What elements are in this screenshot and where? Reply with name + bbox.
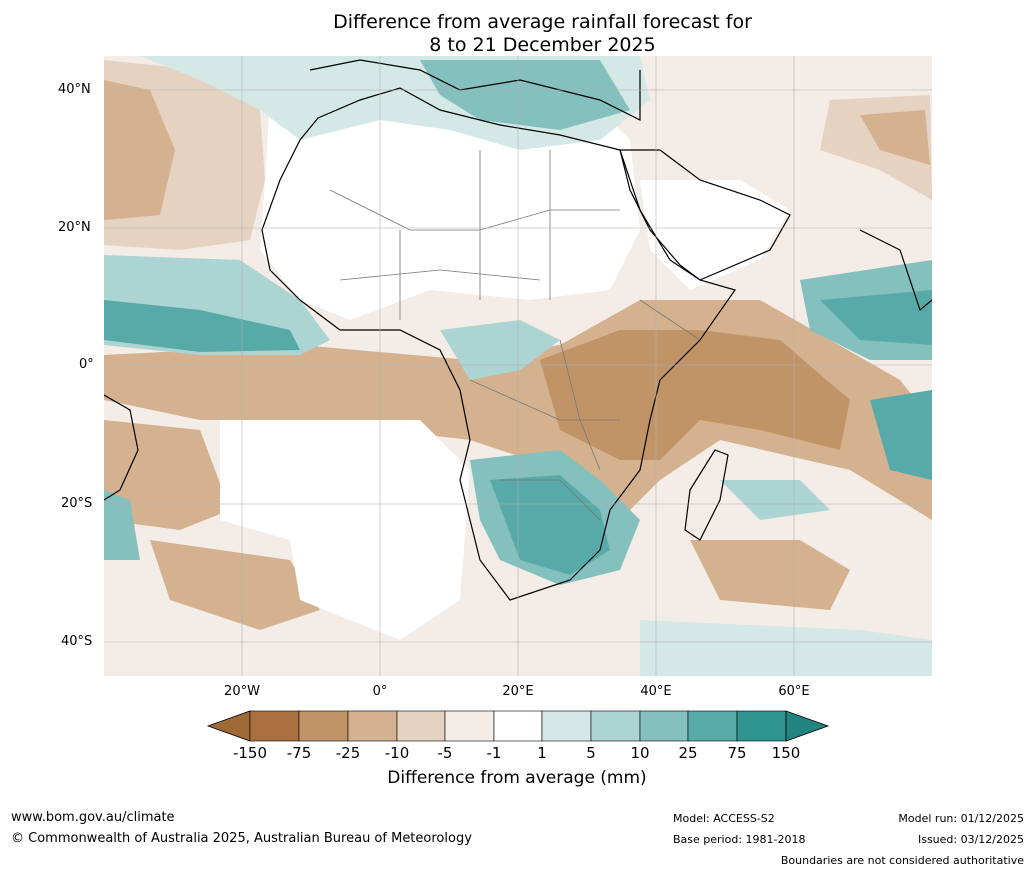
graticule [104,56,932,676]
colorbar-tick: 1 [537,744,547,762]
africa-coastline [261,87,736,601]
colorbar-tick: 5 [586,744,596,762]
india-coastline [859,229,932,312]
lat-label-40s: 40°S [61,634,93,649]
lon-label-40e: 40°E [640,684,672,699]
colorbar-tick: 150 [771,744,801,762]
country-boundaries [329,150,701,521]
wet-region-madagascar-channel [720,480,830,520]
wet-region-mediterranean-core [420,60,630,130]
footer-model: Model: ACCESS-S2 [673,812,775,825]
colorbar-tick: -1 [486,744,502,762]
colorbar-tick: -25 [335,744,361,762]
europe-coastline [309,59,641,121]
lat-label-20n: 20°N [58,220,91,235]
arabia-coastline [619,149,791,281]
wet-region-north-indian-core [820,290,932,345]
colorbar-title: Difference from average (mm) [387,768,647,788]
colorbar-bin-11 [736,710,787,742]
neutral-region-south-atlantic [220,420,470,640]
lat-label-0: 0° [79,357,94,372]
madagascar-coastline [684,449,729,541]
colorbar-tick: -5 [437,744,453,762]
lon-label-60e: 60°E [778,684,810,699]
colorbar-low-arrow [206,710,251,742]
colorbar [206,710,830,742]
colorbar-tick: 75 [727,744,747,762]
lon-label-20e: 20°E [502,684,534,699]
lat-label-40n: 40°N [58,82,91,97]
colorbar-bin-2 [298,710,349,742]
colorbar-tick: -150 [232,744,268,762]
dry-region-south-atlantic-2 [150,540,320,630]
wet-region-west-africa-core [104,300,300,352]
wet-region-south-indian-ocean [870,390,932,480]
colorbar-tick: 10 [630,744,650,762]
map-title-line1: Difference from average rainfall forecas… [333,11,752,33]
footer-base-period: Base period: 1981-2018 [673,833,806,846]
lon-label-0: 0° [372,684,388,699]
colorbar-high-arrow [785,710,830,742]
south-america-coastline [104,394,139,501]
dry-band-equatorial-core [540,330,850,460]
dry-region-south-atlantic [104,420,230,530]
colorbar-bin-7 [541,710,592,742]
colorbar-bin-10 [687,710,738,742]
footer-url[interactable]: www.bom.gov.au/climate [11,810,175,825]
footer-issued: Issued: 03/12/2025 [917,833,1024,846]
map-title-line2: 8 to 21 December 2025 [429,34,656,56]
colorbar-bin-5 [444,710,495,742]
dry-region-east-mideast-core [860,110,930,165]
dry-region-north-atlantic-core [104,80,175,220]
colorbar-bin-1 [249,710,300,742]
footer-disclaimer: Boundaries are not considered authoritat… [780,854,1024,867]
wet-region-south-east [640,620,932,676]
lon-label-20w: 20°W [224,684,260,699]
wet-region-south-atlantic-west [104,490,140,560]
footer-model-run: Model run: 01/12/2025 [898,812,1024,825]
colorbar-bin-6 [493,710,543,742]
dry-region-south-indian [690,540,850,610]
colorbar-bin-4 [396,710,446,742]
colorbar-bin-9 [639,710,689,742]
colorbar-tick: -75 [286,744,312,762]
footer-copyright: © Commonwealth of Australia 2025, Austra… [11,831,472,846]
neutral-region-sahara [260,90,640,320]
colorbar-tick: -10 [384,744,410,762]
colorbar-tick: 25 [678,744,698,762]
map-area [104,56,932,676]
colorbar-bin-8 [590,710,641,742]
colorbar-bin-3 [347,710,398,742]
lat-label-20s: 20°S [61,496,93,511]
